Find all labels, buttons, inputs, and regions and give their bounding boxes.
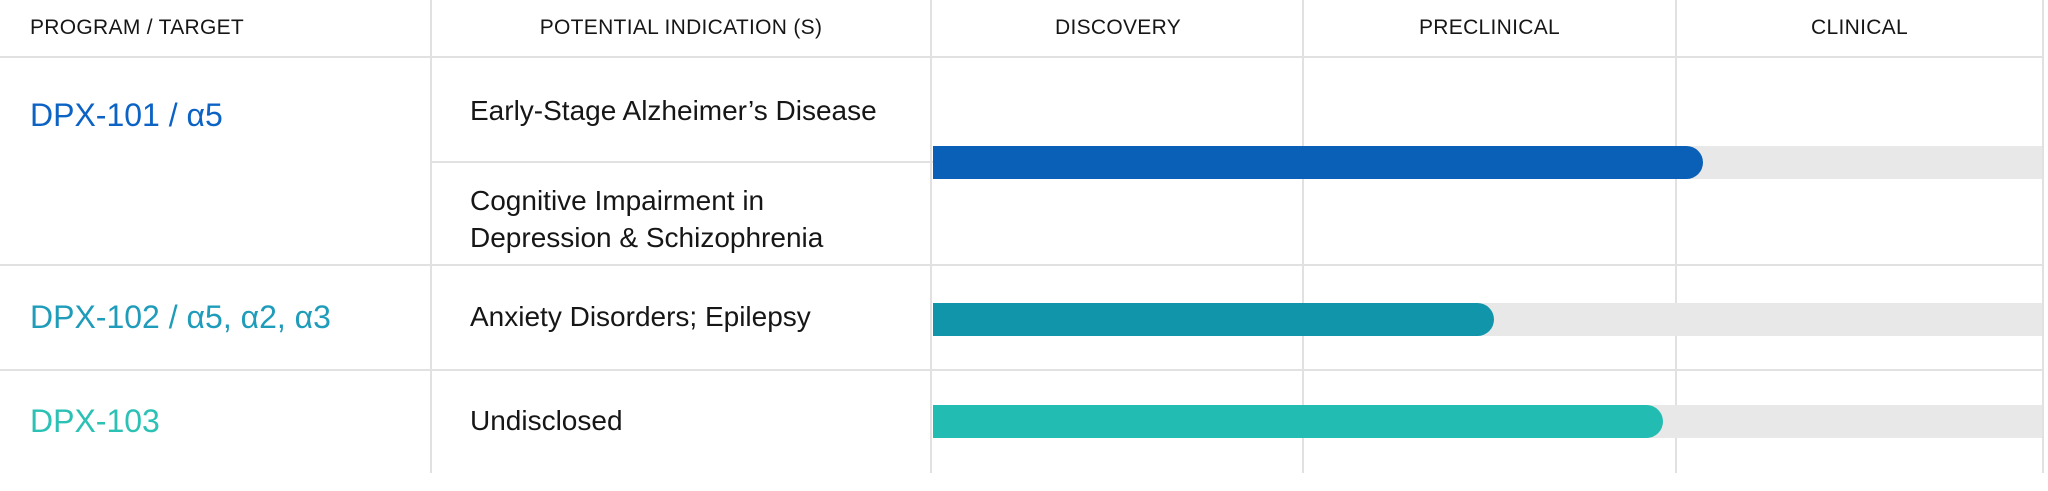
column-header-preclinical: PRECLINICAL <box>1418 16 1560 39</box>
column-header-clinical: CLINICAL <box>1811 16 1908 39</box>
column-header-potential-indication: POTENTIAL INDICATION (S) <box>539 16 823 39</box>
grid-line-vertical-discovery-preclinical <box>1302 0 1304 473</box>
program-label-dpx-102: DPX-102 / α5, α2, α3 <box>30 299 331 335</box>
grid-line-vertical-right-edge <box>2042 0 2044 473</box>
grid-line-vertical-program-indication <box>430 0 432 473</box>
column-header-program-target: PROGRAM / TARGET <box>30 16 245 39</box>
grid-line-vertical-preclinical-clinical <box>1675 0 1677 473</box>
column-header-discovery: DISCOVERY <box>1054 16 1181 39</box>
indication-dpx-101-cognitive-impairment: Cognitive Impairment in Depression & Sch… <box>470 185 824 253</box>
indication-dpx-101-alzheimers: Early-Stage Alzheimer’s Disease <box>470 95 877 126</box>
progress-bar-dpx-101 <box>933 146 1703 179</box>
indication-dpx-103-undisclosed: Undisclosed <box>470 405 623 436</box>
grid-line-vertical-indication-discovery <box>930 0 932 473</box>
indication-dpx-102-anxiety-epilepsy: Anxiety Disorders; Epilepsy <box>470 301 811 332</box>
grid-line-horizontal-row2-row3 <box>0 369 2044 371</box>
program-label-dpx-101: DPX-101 / α5 <box>30 97 223 133</box>
progress-bar-dpx-103 <box>933 405 1663 438</box>
program-label-dpx-103: DPX-103 <box>30 403 160 439</box>
grid-line-horizontal-header-bottom <box>0 56 2044 58</box>
progress-bar-dpx-102 <box>933 303 1494 336</box>
grid-line-horizontal-row1-row2 <box>0 264 2044 266</box>
